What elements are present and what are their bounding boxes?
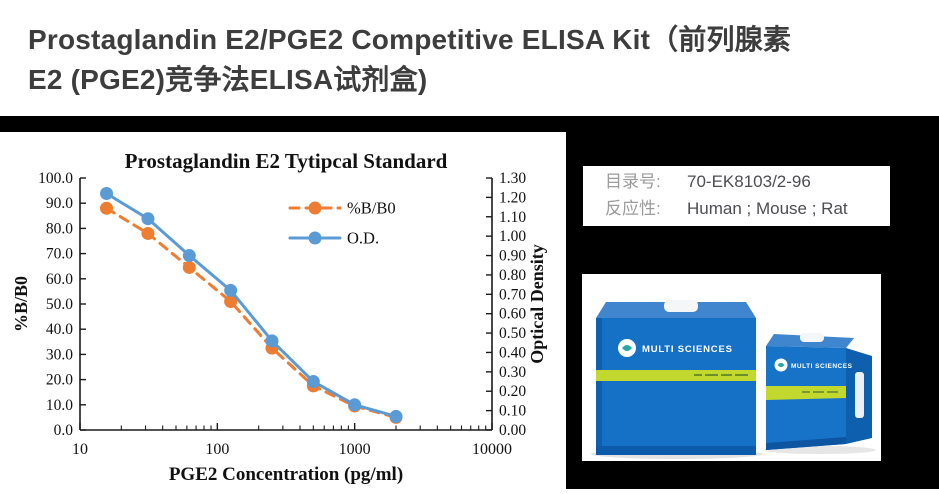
small-box-stripe	[766, 386, 846, 400]
left-axis-tick-label: 100.0	[38, 170, 73, 187]
series-line-o-d	[105, 192, 398, 418]
series-marker-b-b0	[141, 226, 155, 240]
series-marker-o-d	[141, 212, 155, 226]
series-marker-o-d	[224, 283, 238, 297]
side-label	[855, 372, 864, 418]
catalog-number-label: 目录号:	[605, 172, 661, 192]
right-axis-tick-label: 0.30	[499, 364, 526, 381]
series-marker-o-d	[306, 375, 320, 389]
right-axis-tick-label: 0.70	[499, 286, 526, 303]
reactivity-value: Human ; Mouse ; Rat	[687, 199, 848, 218]
chart-title: Prostaglandin E2 Tytipcal Standard	[125, 149, 448, 173]
left-axis-tick-label: 70.0	[46, 246, 73, 263]
box-notch	[664, 300, 698, 312]
small-kit-box: MULTI SCIENCES	[766, 333, 872, 450]
right-axis-tick-label: 1.30	[499, 170, 526, 187]
right-axis-tick-label: 1.00	[499, 228, 526, 245]
legend-marker	[308, 201, 322, 215]
right-axis-title: Optical Density	[527, 244, 547, 364]
product-title-line1: Prostaglandin E2/PGE2 Competitive ELISA …	[28, 24, 792, 55]
left-axis-tick-label: 10.0	[46, 397, 73, 414]
right-axis-tick-label: 0.10	[499, 403, 526, 420]
right-axis-tick-label: 1.10	[499, 209, 526, 226]
big-kit-box: MULTI SCIENCES	[596, 300, 756, 455]
series-marker-b-b0	[224, 294, 238, 308]
series-marker-b-b0	[100, 201, 114, 215]
standard-curve-chart: Prostaglandin E2 Tytipcal Standard 0.0 10.…	[11, 149, 547, 485]
series-marker-o-d	[182, 249, 196, 263]
series-marker-o-d	[265, 334, 279, 348]
big-box-stripe	[596, 370, 756, 381]
left-axis-tick-label: 0.0	[54, 422, 74, 439]
series-line-b-b0	[105, 206, 398, 419]
catalog-number-row: 目录号: 70-EK8103/2-96	[605, 171, 890, 194]
x-axis-tick-label: 1000	[339, 441, 371, 458]
left-axis-tick-label: 30.0	[46, 346, 73, 363]
left-axis-tick-label: 40.0	[46, 321, 73, 338]
left-axis-tick-label: 20.0	[46, 372, 73, 389]
x-axis-tick-label: 10000	[472, 441, 512, 458]
standard-curve-chart-panel: Prostaglandin E2 Tytipcal Standard 0.0 10.…	[0, 132, 566, 489]
x-axis-title: PGE2 Concentration (pg/ml)	[169, 464, 403, 485]
legend-label: O.D.	[347, 229, 379, 248]
small-box-brand-text: MULTI SCIENCES	[791, 363, 853, 370]
page-header: Prostaglandin E2/PGE2 Competitive ELISA …	[0, 0, 939, 116]
left-axis-tick-label: 80.0	[46, 220, 73, 237]
catalog-number-value: 70-EK8103/2-96	[687, 172, 811, 192]
catalog-info-box: 目录号: 70-EK8103/2-96 反应性: Human ; Mouse ;…	[583, 166, 890, 226]
right-axis-tick-label: 0.20	[499, 383, 526, 400]
series-marker-o-d	[100, 187, 114, 201]
legend-label: %B/B0	[347, 199, 396, 218]
product-title-line2: E2 (PGE2)竞争法ELISA试剂盒)	[28, 63, 428, 95]
x-axis-tick-label: 10	[72, 441, 88, 458]
series-marker-o-d	[348, 398, 362, 412]
right-axis-tick-label: 0.80	[499, 267, 526, 284]
left-axis-title: %B/B0	[11, 276, 31, 332]
box-notch	[800, 333, 824, 342]
left-axis-tick-label: 50.0	[46, 296, 73, 313]
series-marker-b-b0	[182, 260, 196, 274]
big-box-brand-text: MULTI SCIENCES	[642, 344, 733, 355]
right-axis-tick-label: 0.40	[499, 344, 526, 361]
product-photo: MULTI SCIENCES MULTI SCIENCES	[582, 274, 881, 461]
reactivity-row: 反应性: Human ; Mouse ; Rat	[605, 198, 890, 221]
left-axis-tick-label: 60.0	[46, 271, 73, 288]
right-axis-tick-label: 0.60	[499, 306, 526, 323]
product-boxes-image: MULTI SCIENCES MULTI SCIENCES	[591, 300, 876, 459]
right-axis-tick-label: 0.90	[499, 248, 526, 265]
right-axis-tick-label: 0.50	[499, 325, 526, 342]
left-axis-tick-label: 90.0	[46, 195, 73, 212]
series-marker-o-d	[389, 409, 403, 423]
right-axis-tick-label: 1.20	[499, 189, 526, 206]
right-axis-tick-label: 0.00	[499, 422, 526, 439]
reactivity-label: 反应性:	[605, 199, 661, 218]
product-title: Prostaglandin E2/PGE2 Competitive ELISA …	[0, 0, 939, 100]
legend-marker	[308, 231, 322, 245]
x-axis-tick-label: 100	[205, 441, 229, 458]
